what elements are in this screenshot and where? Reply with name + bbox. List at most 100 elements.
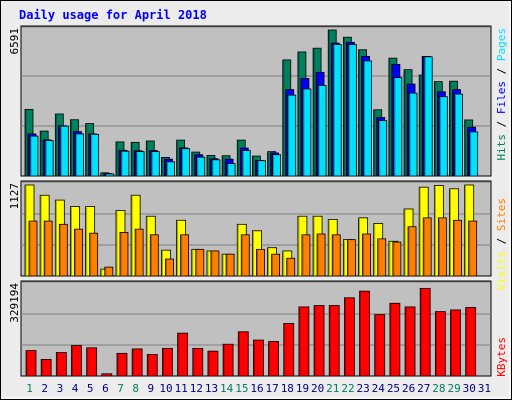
bar-pages-day-9: [150, 151, 160, 177]
bar-pages-day-13: [211, 159, 221, 177]
bar-kbytes-day-15: [237, 331, 249, 377]
x-tick-label: 4: [72, 382, 79, 395]
bar-kbytes-day-26: [404, 306, 416, 377]
bar-sites-day-23: [362, 233, 371, 277]
bar-sites-day-9: [149, 234, 159, 277]
x-tick-label: 31: [478, 382, 491, 395]
bar-sites-day-10: [165, 258, 174, 277]
bar-pages-day-7: [120, 150, 130, 177]
bar-sites-day-18: [286, 257, 296, 277]
x-tick-label: 22: [341, 382, 354, 395]
bar-kbytes-day-9: [146, 354, 158, 377]
bar-pages-day-2: [44, 140, 54, 177]
bar-kbytes-day-10: [162, 347, 173, 377]
bar-sites-day-29: [453, 219, 462, 277]
bar-sites-day-14: [225, 253, 235, 277]
x-tick-label: 15: [235, 382, 248, 395]
bar-pages-day-25: [393, 77, 403, 177]
bar-pages-day-22: [347, 44, 357, 177]
bar-pages-day-1: [29, 135, 39, 177]
bar-sites-day-28: [437, 217, 447, 277]
bar-kbytes-day-17: [268, 341, 279, 377]
bar-sites-day-17: [271, 253, 280, 277]
bar-sites-day-27: [422, 217, 432, 277]
bar-pages-day-10: [166, 161, 175, 177]
bar-pages-day-27: [423, 56, 433, 177]
x-tick-label: 27: [417, 382, 430, 395]
x-tick-label: 8: [132, 382, 139, 395]
bar-pages-day-4: [75, 133, 84, 177]
bar-kbytes-day-16: [253, 339, 264, 377]
x-tick-label: 7: [117, 382, 124, 395]
bar-pages-day-17: [272, 154, 281, 177]
legend-kbytes: KBytes: [495, 337, 508, 377]
bar-kbytes-day-3: [55, 352, 67, 377]
bar-kbytes-day-23: [359, 290, 370, 377]
bar-pages-day-26: [408, 92, 418, 177]
bar-sites-day-15: [240, 234, 250, 277]
bar-kbytes-day-21: [328, 305, 340, 377]
x-tick-label: 23: [357, 382, 370, 395]
bar-sites-day-20: [316, 233, 326, 277]
bar-pages-day-18: [287, 94, 297, 177]
bar-sites-day-5: [89, 232, 99, 277]
bar-pages-day-8: [135, 151, 145, 177]
bar-sites-day-6: [104, 266, 114, 277]
x-tick-label: 25: [387, 382, 400, 395]
x-tick-label: 30: [463, 382, 476, 395]
y-max-label: 329194: [8, 283, 21, 323]
bar-kbytes-day-27: [419, 287, 431, 377]
legend-visits-sites: Visits / Sites: [495, 198, 508, 291]
x-tick-label: 9: [148, 382, 155, 395]
bar-kbytes-day-12: [192, 347, 204, 377]
bar-sites-day-11: [180, 234, 190, 277]
bar-kbytes-day-14: [222, 343, 234, 377]
bar-kbytes-day-18: [283, 323, 295, 377]
bar-kbytes-day-5: [86, 347, 98, 377]
bar-pages-day-3: [59, 125, 69, 177]
x-tick-label: 26: [402, 382, 415, 395]
x-tick-label: 3: [57, 382, 64, 395]
bar-pages-day-16: [257, 160, 266, 177]
bar-pages-day-5: [90, 133, 100, 177]
x-tick-label: 11: [175, 382, 188, 395]
bar-kbytes-day-8: [131, 348, 143, 377]
bar-kbytes-day-2: [40, 359, 52, 377]
bar-sites-day-2: [43, 220, 53, 277]
bar-kbytes-day-11: [177, 332, 189, 377]
bar-kbytes-day-30: [465, 307, 477, 377]
x-tick-label: 29: [447, 382, 460, 395]
bar-sites-day-21: [331, 234, 341, 277]
bar-pages-day-11: [181, 148, 191, 177]
bar-kbytes-day-13: [207, 350, 219, 377]
x-tick-label: 24: [372, 382, 386, 395]
bar-kbytes-day-4: [71, 345, 82, 377]
legend-hits-files-pages: Hits / Files / Pages: [495, 28, 508, 161]
bar-kbytes-day-7: [116, 352, 128, 377]
bar-pages-day-15: [241, 150, 251, 177]
x-tick-label: 5: [87, 382, 94, 395]
bar-sites-day-22: [346, 239, 356, 277]
bar-sites-day-12: [195, 248, 205, 277]
bar-sites-day-1: [28, 220, 38, 277]
chart-title: Daily usage for April 2018: [19, 8, 207, 22]
x-tick-label: 12: [190, 382, 203, 395]
bar-pages-day-23: [363, 60, 372, 177]
bar-kbytes-day-22: [343, 297, 355, 377]
bar-sites-day-16: [256, 248, 265, 277]
bar-pages-day-6: [105, 173, 115, 177]
x-tick-label: 1: [26, 382, 33, 395]
bar-kbytes-day-25: [389, 302, 401, 377]
bar-kbytes-day-29: [450, 309, 461, 377]
bar-pages-day-21: [332, 44, 342, 177]
x-tick-label: 18: [281, 382, 294, 395]
bar-sites-day-30: [468, 220, 478, 277]
y-max-label: 1127: [8, 183, 21, 210]
bar-pages-day-28: [438, 96, 448, 177]
x-tick-label: 21: [326, 382, 339, 395]
bar-kbytes-day-24: [374, 314, 386, 377]
bar-sites-day-24: [377, 238, 387, 277]
bar-pages-day-24: [378, 120, 388, 177]
x-tick-label: 10: [159, 382, 172, 395]
x-tick-label: 19: [296, 382, 309, 395]
